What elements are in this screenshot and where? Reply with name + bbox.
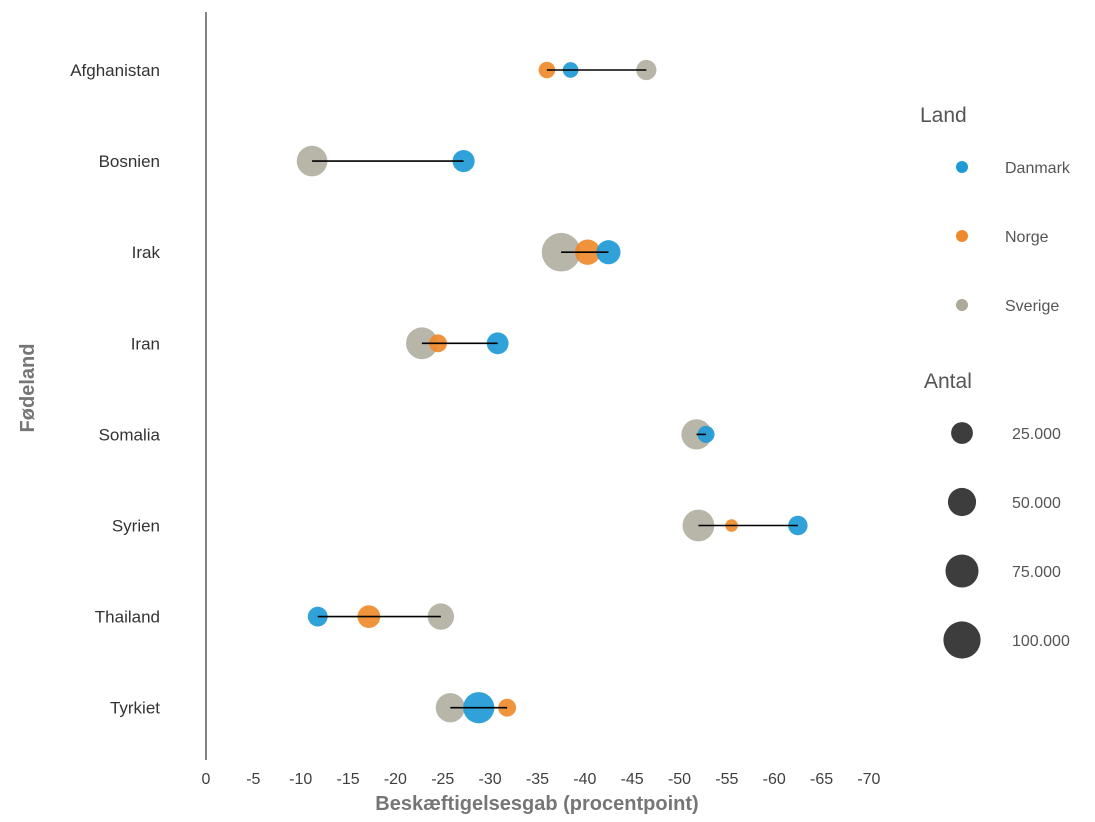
legend-size-label: 100.000 [1012,633,1070,650]
legend-label-danmark: Danmark [1005,160,1071,177]
category-label: Syrien [112,517,160,536]
category-label: Irak [132,243,161,262]
legend-size-entries: 25.000 50.000 75.000 100.000 [943,422,1070,659]
legend-label-sverige: Sverige [1005,298,1059,315]
category-label: Thailand [95,608,160,627]
legend-size-label: 75.000 [1012,564,1061,581]
legend-size-label: 50.000 [1012,495,1061,512]
x-tick-label: -55 [715,771,738,788]
x-tick-label: -30 [479,771,502,788]
x-tick-label: -15 [336,771,359,788]
x-tick-label: -40 [573,771,596,788]
category-label: Bosnien [99,152,160,171]
category-label: Afghanistan [70,61,160,80]
legend-color-title: Land [920,104,967,127]
legend-color-entries: Danmark Norge Sverige [956,160,1071,315]
x-tick-label: -60 [763,771,786,788]
x-tick-label: 0 [202,771,211,788]
legend-swatch-sverige [956,299,968,311]
x-tick-label: -20 [384,771,407,788]
x-tick-label: -70 [857,771,880,788]
x-tick-label: -5 [246,771,260,788]
x-axis-title: Beskæftigelsesgab (procentpoint) [375,793,698,815]
category-label: Tyrkiet [110,699,160,718]
x-tick-label: -10 [289,771,312,788]
x-tick-label: -35 [526,771,549,788]
x-tick-labels: 0 -5 -10 -15 -20 -25 -30 -35 -40 -45 -50 -55 -60 -65 -… [202,771,881,788]
point-sverige-thailand [427,603,455,630]
legend-size-circle [945,554,979,588]
legend-size-circle [951,422,973,444]
x-tick-label: -65 [810,771,833,788]
legend-size-label: 25.000 [1012,426,1061,443]
category-labels: Afghanistan Bosnien Irak Iran Somalia Syrien T… [70,61,160,718]
legend-label-norge: Norge [1005,229,1049,246]
x-tick-label: -50 [668,771,691,788]
y-axis-title: Fødeland [17,344,39,433]
category-label: Somalia [99,425,161,444]
x-tick-label: -45 [621,771,644,788]
legend-swatch-danmark [956,161,968,173]
data-points [296,59,808,724]
legend-swatch-norge [956,230,968,242]
category-label: Iran [131,334,160,353]
range-lines [312,69,798,709]
legend-size-circle [947,487,977,517]
legend: Land Danmark Norge Sverige Antal 25.000 50.… [920,104,1071,659]
x-tick-label: -25 [431,771,454,788]
legend-size-title: Antal [924,370,972,393]
legend-size-circle [943,621,981,659]
point-norge-afghanistan [538,61,556,79]
